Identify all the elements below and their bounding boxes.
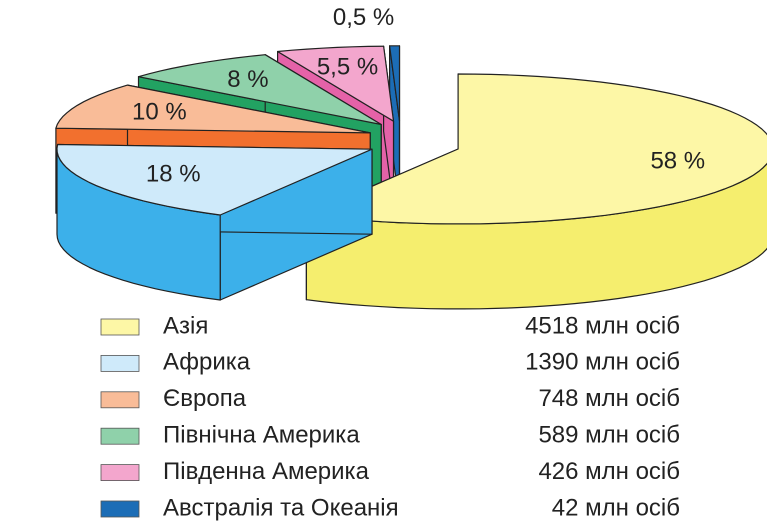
slice: [56, 143, 373, 216]
legend-population: 748 млн осіб: [538, 385, 680, 412]
data-label: 18 %: [146, 161, 201, 188]
slice: [55, 84, 371, 134]
slice: [137, 54, 382, 126]
slice: [389, 45, 401, 122]
slice: [277, 45, 395, 122]
legend-swatch: [100, 354, 140, 372]
legend-label: Австралія та Океанія: [163, 494, 399, 521]
legend-label: Азія: [163, 312, 208, 339]
data-label: 0,5 %: [333, 4, 394, 31]
legend-label: Африка: [163, 349, 251, 376]
legend-population: 42 млн осіб: [552, 494, 680, 521]
legend-swatch: [100, 500, 140, 518]
data-label: 8 %: [227, 66, 268, 93]
legend-swatch: [100, 464, 140, 482]
legend-population: 4518 млн осіб: [525, 312, 680, 339]
legend-label: Європа: [163, 385, 247, 412]
legend-swatch: [100, 318, 140, 336]
data-label: 10 %: [132, 98, 187, 125]
slice: [305, 73, 767, 225]
legend-population: 589 млн осіб: [538, 422, 680, 449]
legend-population: 426 млн осіб: [538, 458, 680, 485]
legend-label: Північна Америка: [163, 422, 360, 449]
legend-swatch: [100, 391, 140, 409]
data-label: 58 %: [650, 148, 705, 175]
legend-swatch: [100, 427, 140, 445]
data-label: 5,5 %: [317, 54, 378, 81]
legend-population: 1390 млн осіб: [525, 349, 680, 376]
legend-label: Південна Америка: [163, 458, 370, 485]
